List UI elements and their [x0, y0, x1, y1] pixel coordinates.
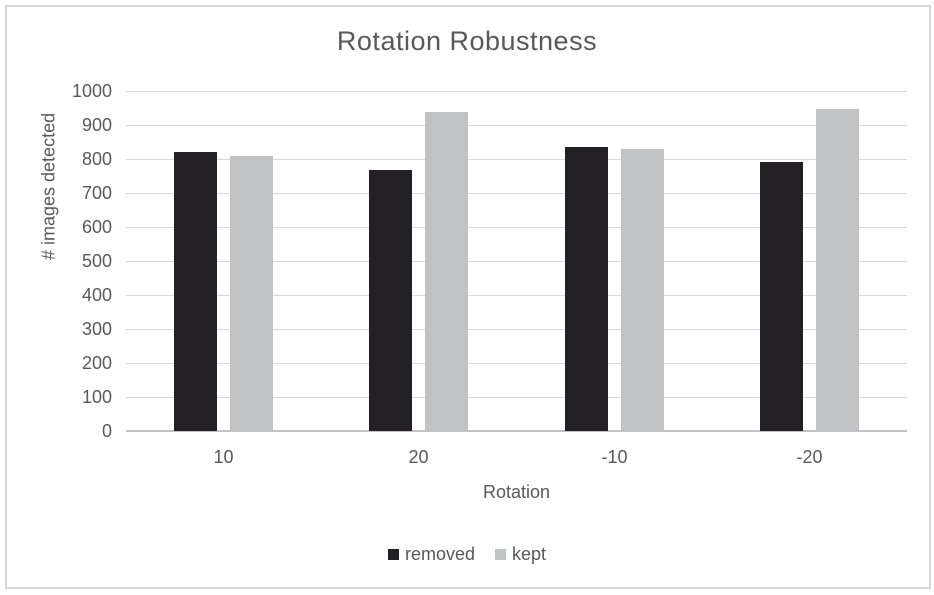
- legend-swatch-removed: [387, 549, 399, 560]
- gridline: [126, 227, 907, 228]
- y-tick-label: 700: [81, 183, 112, 203]
- bar-kept--20: [816, 109, 859, 431]
- legend: removed kept: [0, 544, 934, 565]
- y-tick-label: 200: [81, 353, 112, 373]
- legend-label-kept: kept: [512, 544, 547, 564]
- bar-kept-20: [425, 112, 468, 431]
- gridline: [126, 159, 907, 160]
- x-axis-title: Rotation: [482, 482, 551, 502]
- bar-kept-10: [230, 156, 273, 431]
- bar-removed-10: [174, 152, 217, 431]
- gridline: [126, 91, 907, 92]
- y-tick-label: 300: [81, 319, 112, 339]
- y-tick-label: 0: [101, 421, 112, 441]
- y-tick-label: 600: [81, 217, 112, 237]
- gridline: [126, 329, 907, 330]
- bar-kept--10: [621, 149, 664, 431]
- gridline: [126, 125, 907, 126]
- x-tick-label-20: 20: [408, 447, 429, 467]
- bar-removed-20: [369, 170, 412, 431]
- y-tick-label: 900: [81, 115, 112, 135]
- plot-area: [126, 91, 907, 432]
- legend-label-removed: removed: [404, 544, 475, 564]
- y-tick-label: 1000: [71, 81, 112, 101]
- x-tick-label-10: 10: [213, 447, 234, 467]
- y-tick-label: 100: [81, 387, 112, 407]
- bar-removed--20: [760, 162, 803, 431]
- x-tick-label--20: -20: [796, 447, 823, 467]
- y-tick-label: 400: [81, 285, 112, 305]
- gridline: [126, 295, 907, 296]
- legend-swatch-kept: [495, 549, 506, 560]
- gridline: [126, 363, 907, 364]
- gridline: [126, 397, 907, 398]
- x-tick-label--10: -10: [601, 447, 628, 467]
- gridline: [126, 193, 907, 194]
- gridline: [126, 261, 907, 262]
- bar-removed--10: [565, 147, 608, 431]
- y-tick-label: 500: [81, 251, 112, 271]
- y-tick-label: 800: [81, 149, 112, 169]
- chart-title: Rotation Robustness: [336, 26, 598, 56]
- legend-item-removed: removed: [387, 544, 475, 565]
- x-axis-line: [126, 430, 907, 432]
- legend-item-kept: kept: [495, 544, 546, 565]
